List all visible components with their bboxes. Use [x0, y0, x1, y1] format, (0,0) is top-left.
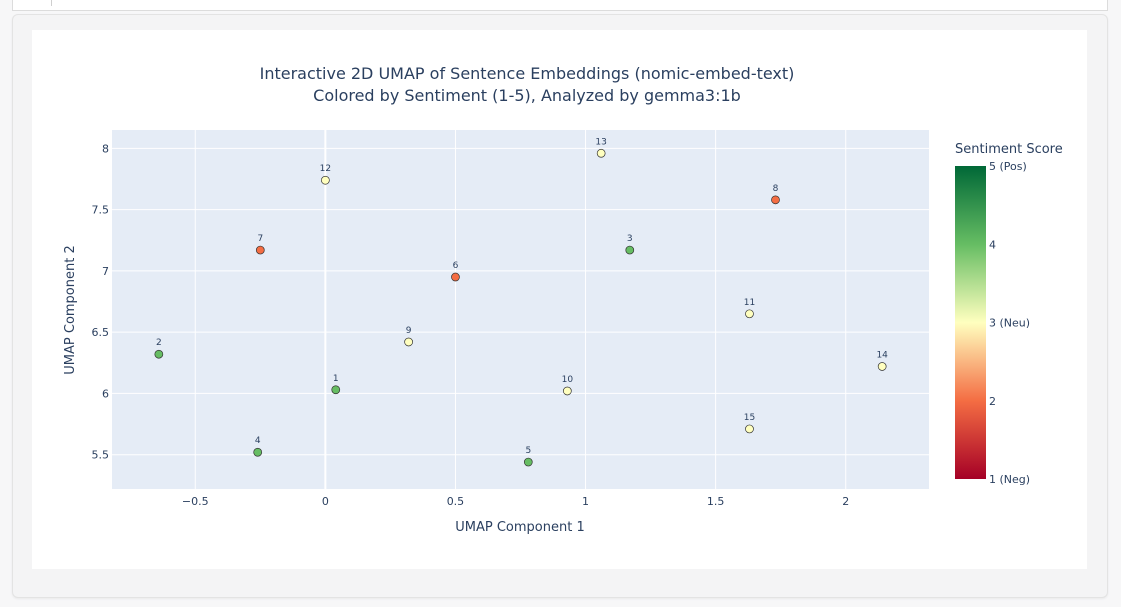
data-point[interactable]	[625, 245, 635, 255]
point-label: 4	[255, 436, 261, 446]
chart-subtitle: Colored by Sentiment (1-5), Analyzed by …	[313, 86, 741, 105]
colorbar-tick-label: 4	[989, 238, 996, 251]
point-label: 10	[562, 375, 574, 385]
toolbar-divider	[51, 0, 52, 6]
colorbar[interactable]: Sentiment Score 5 (Pos) 4 3 (Neu) 2 1 (Neg)	[955, 142, 1063, 486]
x-tick-label: 0	[322, 495, 329, 508]
plot-area[interactable]	[112, 130, 929, 489]
y-axis-ticks: 5.5 6 6.5 7 7.5 8	[92, 142, 110, 461]
y-tick-label: 7	[102, 265, 109, 278]
data-point[interactable]	[771, 195, 780, 205]
data-point[interactable]	[745, 424, 754, 434]
x-tick-label: 1	[582, 495, 589, 508]
plot-container[interactable]: Interactive 2D UMAP of Sentence Embeddin…	[32, 30, 1087, 569]
point-label: 15	[744, 413, 755, 423]
data-point[interactable]	[562, 386, 572, 396]
point-label: 1	[333, 374, 339, 384]
point-label: 8	[773, 184, 779, 194]
colorbar-tick-label: 5 (Pos)	[989, 160, 1027, 173]
point-label: 9	[406, 326, 412, 336]
data-point[interactable]	[451, 272, 460, 282]
y-tick-label: 8	[102, 142, 109, 155]
x-tick-label: 2	[842, 495, 849, 508]
point-label: 2	[156, 338, 162, 348]
data-point[interactable]	[523, 457, 533, 467]
data-point[interactable]	[404, 337, 413, 347]
top-toolbar-strip	[12, 0, 1108, 11]
y-axis-title: UMAP Component 2	[63, 245, 78, 374]
umap-scatter-chart[interactable]: Interactive 2D UMAP of Sentence Embeddin…	[32, 30, 1087, 569]
x-tick-label: 0.5	[447, 495, 465, 508]
point-label: 14	[876, 350, 888, 360]
colorbar-title: Sentiment Score	[955, 142, 1063, 157]
x-tick-label: −0.5	[182, 495, 209, 508]
x-axis-ticks: −0.5 0 0.5 1 1.5 2	[182, 495, 849, 508]
y-tick-label: 6.5	[92, 326, 110, 339]
point-label: 3	[627, 234, 633, 244]
data-point[interactable]	[745, 309, 754, 319]
point-label: 7	[257, 234, 263, 244]
point-label: 11	[744, 298, 755, 308]
data-point[interactable]	[255, 245, 265, 255]
y-tick-label: 5.5	[92, 449, 110, 462]
data-point[interactable]	[331, 385, 341, 395]
colorbar-ticks: 5 (Pos) 4 3 (Neu) 2 1 (Neg)	[989, 160, 1030, 486]
colorbar-tick-label: 1 (Neg)	[989, 473, 1030, 486]
data-point[interactable]	[596, 148, 606, 158]
colorbar-tick-label: 2	[989, 395, 996, 408]
data-point[interactable]	[321, 175, 330, 185]
y-tick-label: 6	[102, 387, 109, 400]
data-point[interactable]	[253, 447, 263, 457]
point-label: 5	[525, 446, 531, 456]
data-point[interactable]	[154, 349, 164, 359]
x-axis-title: UMAP Component 1	[455, 520, 584, 535]
grid-lines	[112, 130, 929, 489]
x-tick-label: 1.5	[707, 495, 725, 508]
chart-title: Interactive 2D UMAP of Sentence Embeddin…	[260, 64, 795, 83]
y-tick-label: 7.5	[92, 204, 110, 217]
point-label: 13	[595, 137, 606, 147]
point-label: 12	[320, 164, 331, 174]
colorbar-tick-label: 3 (Neu)	[989, 317, 1030, 330]
colorbar-gradient	[955, 166, 986, 479]
data-point[interactable]	[877, 362, 887, 371]
point-label: 6	[453, 261, 459, 271]
